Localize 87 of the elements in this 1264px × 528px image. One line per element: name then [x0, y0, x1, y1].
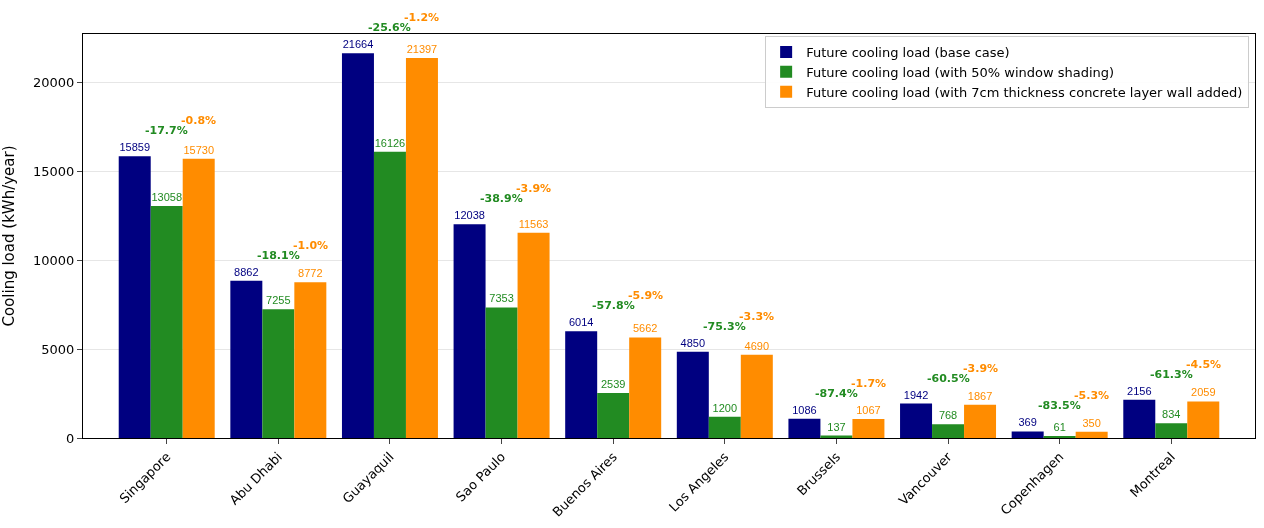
annotation: -5.3% — [1074, 389, 1110, 402]
data-label: 4690 — [744, 339, 770, 352]
data-label: 2156 — [1127, 384, 1152, 397]
bar — [1155, 423, 1188, 438]
data-label: 768 — [938, 409, 958, 422]
data-label: 350 — [1082, 416, 1101, 429]
bar — [373, 151, 406, 438]
data-label: 7353 — [489, 292, 514, 305]
data-label: 15730 — [183, 143, 215, 156]
data-label: 7255 — [266, 294, 291, 307]
legend-label: Future cooling load (base case) — [806, 45, 1010, 61]
data-label: 1200 — [712, 401, 738, 414]
annotation: -3.9% — [516, 182, 552, 195]
bar — [262, 309, 295, 438]
bar — [405, 58, 438, 438]
data-label: 4850 — [680, 336, 706, 349]
data-label: 834 — [1162, 408, 1181, 421]
y-tick-label: 20000 — [33, 75, 75, 91]
annotation: -3.3% — [739, 310, 775, 323]
bar — [118, 156, 151, 438]
data-label: 1942 — [903, 388, 929, 401]
bar — [453, 224, 486, 438]
bar — [230, 280, 263, 438]
data-label: 21397 — [406, 43, 438, 56]
bar — [740, 354, 773, 438]
bar — [708, 416, 741, 438]
data-label: 12038 — [454, 209, 485, 222]
data-label: 6014 — [568, 316, 594, 329]
bar — [629, 337, 662, 438]
annotation: -17.7% — [145, 124, 188, 137]
data-label: 11563 — [518, 217, 549, 230]
annotation: -83.5% — [1038, 399, 1081, 412]
annotation: -38.9% — [480, 192, 523, 205]
bar — [565, 331, 598, 438]
y-tick-label: 15000 — [33, 164, 75, 180]
bar — [964, 404, 997, 438]
y-tick-label: 0 — [66, 430, 75, 446]
bar — [485, 307, 518, 438]
data-label: 21664 — [342, 38, 374, 51]
bar — [932, 424, 965, 438]
bar — [852, 419, 885, 438]
annotation: -57.8% — [592, 299, 635, 312]
annotation: -60.5% — [927, 372, 970, 385]
annotation: -1.7% — [851, 377, 887, 390]
data-label: 1067 — [856, 404, 881, 417]
y-tick-label: 10000 — [33, 252, 75, 268]
annotation: -75.3% — [703, 320, 746, 333]
bar — [294, 282, 327, 438]
data-label: 1086 — [792, 403, 817, 416]
data-label: 8862 — [234, 265, 259, 278]
y-tick-label: 5000 — [41, 341, 75, 357]
y-axis-title: Cooling load (kWh/year) — [0, 145, 18, 327]
annotation: -87.4% — [815, 387, 858, 400]
bar — [1187, 401, 1220, 438]
data-label: 13058 — [151, 191, 183, 204]
bar — [517, 232, 550, 438]
bar — [900, 403, 933, 438]
data-label: 2059 — [1191, 386, 1216, 399]
bar — [1123, 399, 1156, 438]
annotation: -1.0% — [293, 239, 329, 252]
text: -25.6% — [368, 21, 411, 34]
data-label: 5662 — [632, 322, 658, 335]
data-label: 369 — [1018, 416, 1037, 429]
data-label: 1867 — [967, 389, 993, 402]
bar — [788, 418, 821, 438]
data-label: 8772 — [298, 267, 323, 280]
data-label: 61 — [1053, 421, 1066, 433]
annotation: -0.8% — [181, 114, 217, 127]
data-label: 15859 — [119, 141, 151, 154]
bar — [597, 392, 630, 438]
legend-label: Future cooling load (with 50% window shading) — [806, 64, 1115, 80]
bar — [182, 158, 215, 438]
legend-label: Future cooling load (with 7cm thickness concrete layer wall added) — [806, 84, 1243, 100]
annotation: -3.9% — [963, 362, 999, 375]
data-label: 137 — [827, 420, 846, 433]
bar — [150, 206, 183, 438]
bar — [1011, 431, 1044, 438]
bar — [676, 351, 709, 438]
data-label: 2539 — [600, 377, 626, 390]
annotation: -4.5% — [1186, 358, 1222, 371]
annotation: -5.9% — [628, 289, 664, 302]
annotation: -18.1% — [257, 249, 300, 262]
bar — [1075, 431, 1108, 438]
annotation: -61.3% — [1150, 368, 1193, 381]
bar — [341, 53, 374, 438]
data-label: 16126 — [374, 136, 406, 149]
text: -1.2% — [404, 11, 440, 24]
